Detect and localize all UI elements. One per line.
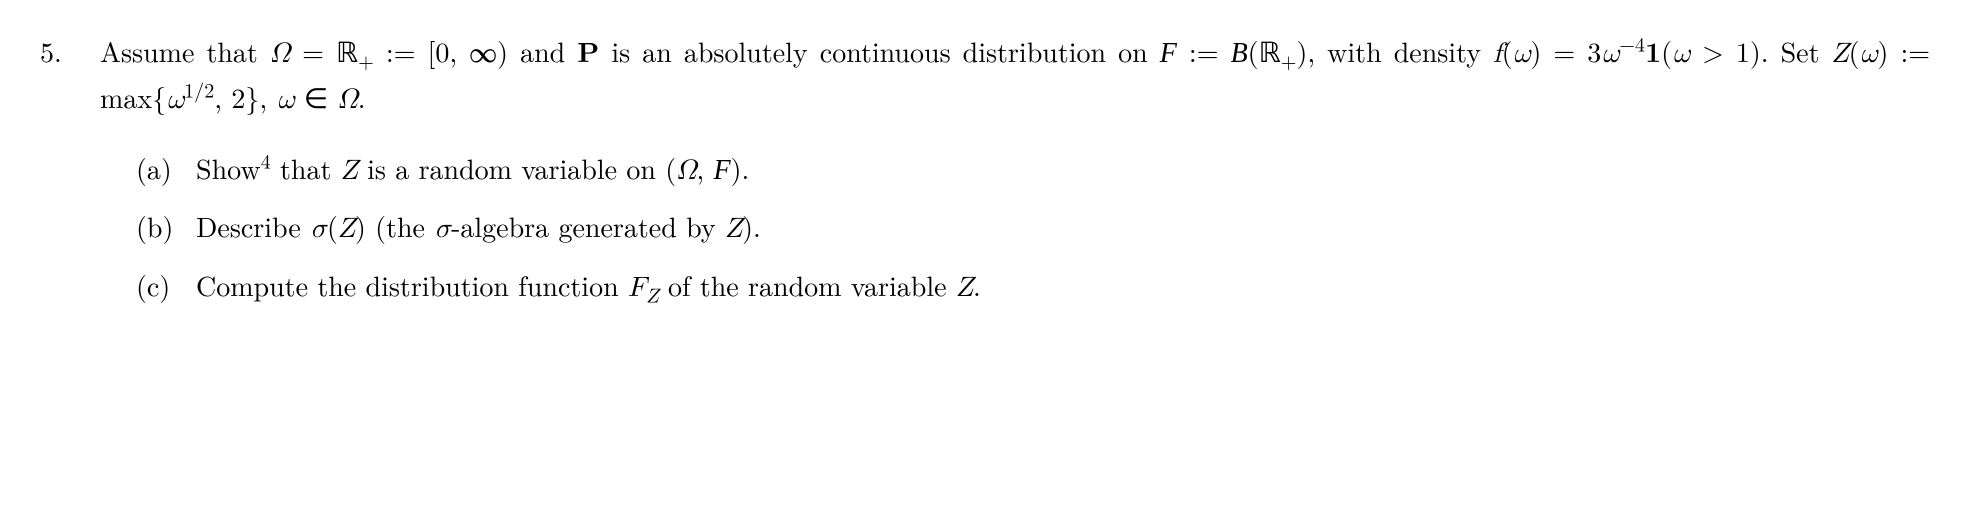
subpart-c-label: (c) (136, 264, 180, 307)
problem-body: Assume that Ω = ℝ+ := [0, ∞) and P is an… (100, 30, 1930, 322)
subpart-b-label: (b) (136, 205, 180, 248)
problem-statement: Assume that Ω = ℝ+ := [0, ∞) and P is an… (100, 30, 1930, 123)
subpart-c: (c) Compute the distribution function FZ… (136, 264, 1930, 310)
problem-number: 5. (40, 30, 80, 73)
subpart-b-text: Describe σ(Z) (the σ-algebra generated b… (196, 205, 1930, 251)
subpart-c-text: Compute the distribution function FZ of … (196, 264, 1930, 310)
subparts-container: (a) Show4 that Z is a random variable on… (100, 147, 1930, 310)
subpart-b: (b) Describe σ(Z) (the σ-algebra generat… (136, 205, 1930, 251)
subpart-a: (a) Show4 that Z is a random variable on… (136, 147, 1930, 193)
problem-5: 5. Assume that Ω = ℝ+ := [0, ∞) and P is… (40, 30, 1930, 322)
subpart-a-label: (a) (136, 147, 180, 190)
subpart-a-text: Show4 that Z is a random variable on (Ω,… (196, 147, 1930, 193)
